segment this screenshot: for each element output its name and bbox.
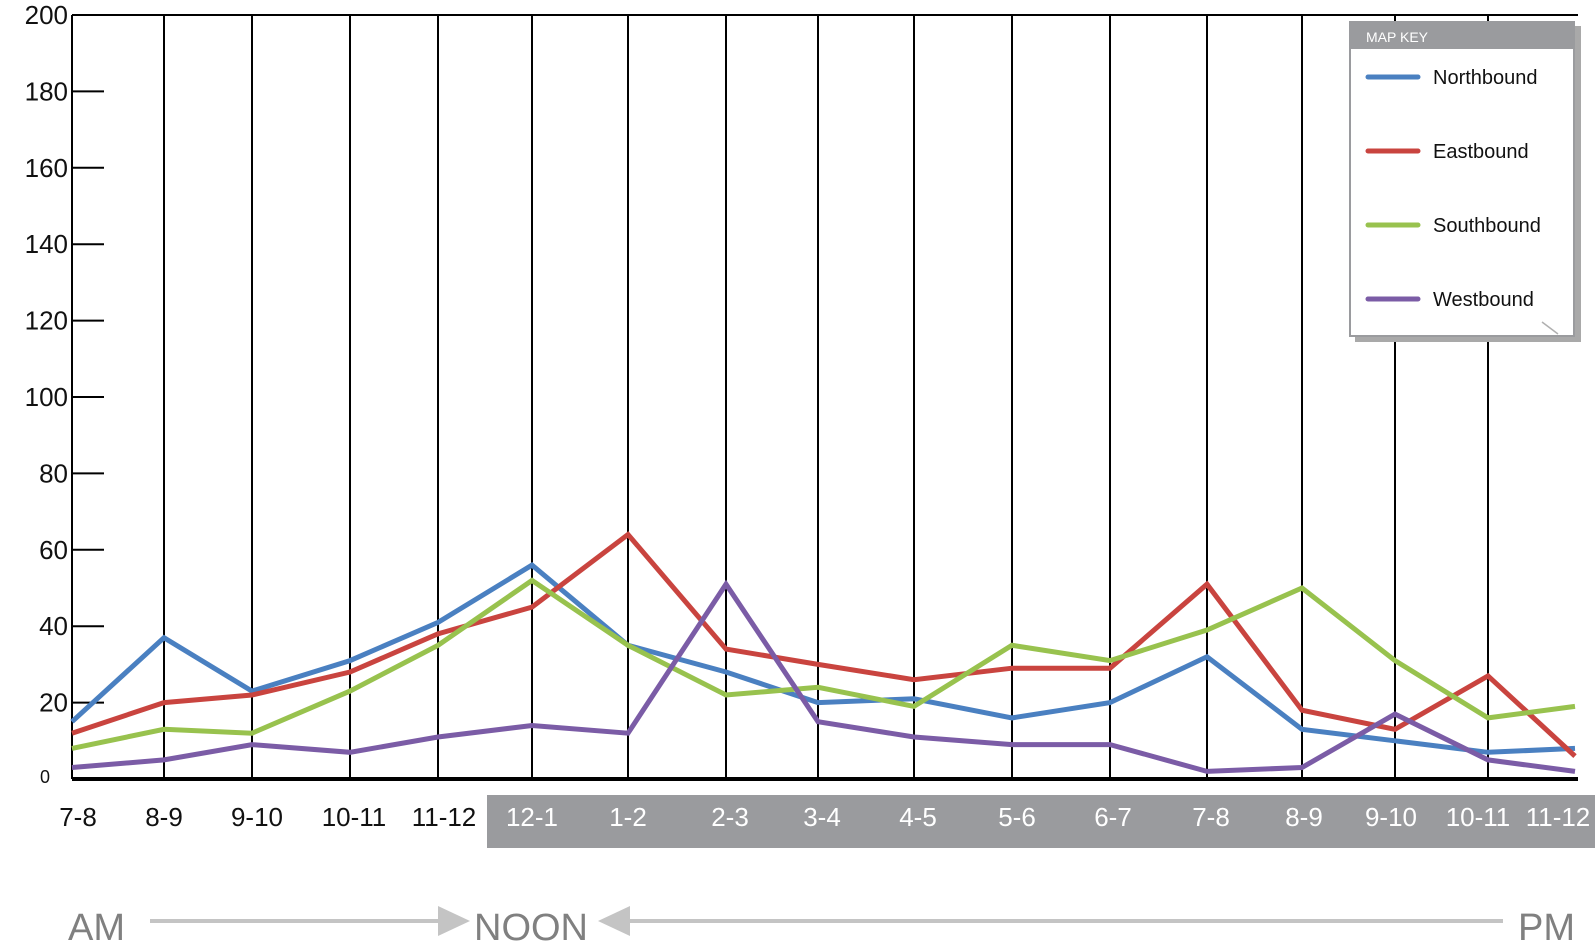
y-tick-label: 20 [39,688,68,718]
series-line-northbound [70,562,1576,755]
pm-label: PM [1518,907,1575,945]
y-tick-label: 80 [39,458,68,488]
am-label: AM [68,907,125,945]
x-tick-label: 10-11 [1446,802,1511,832]
x-tick-label: 1-2 [609,802,647,832]
period-indicator: AM NOON PM [68,906,1575,945]
series-line-eastbound [71,531,1577,758]
pm-band-layer [487,795,1595,848]
x-tick-labels: 7-8 8-9 9-10 10-11 11-12 12-1 1-2 2-3 3-4 4-5 5-6 6… [59,802,1590,832]
x-tick-label: 9-10 [1365,802,1417,832]
legend-title: MAP KEY [1366,29,1429,45]
x-tick-label: 3-4 [803,802,841,832]
x-tick-label: 7-8 [59,802,97,832]
y-tick-label: 200 [25,0,68,30]
legend-items: Northbound Eastbound Southbound Westbound [1365,67,1541,311]
y-tick-label: 40 [39,611,68,641]
series-line-southbound [71,577,1576,751]
x-tick-label: 11-12 [412,802,477,832]
x-tick-label: 8-9 [1285,802,1323,832]
x-tick-label: 12-1 [506,802,558,832]
legend-label-northbound: Northbound [1433,67,1538,89]
y-tick-label: 160 [25,153,68,183]
legend-label-westbound: Westbound [1433,289,1534,311]
y-tick-label: 180 [25,76,68,106]
legend-box [1349,21,1575,337]
y-tick-label: 60 [39,535,68,565]
x-tick-label: 6-7 [1094,802,1132,832]
y-tick-label: 0 [40,767,50,787]
x-tick-label: 10-11 [322,802,387,832]
am-to-noon-arrow-head [438,906,470,936]
x-tick-label: 2-3 [711,802,749,832]
grid-layer [71,15,1489,779]
legend: MAP KEY Northbound Eastbound Southbound Wes… [1349,21,1581,342]
x-tick-label: 7-8 [1192,802,1230,832]
series-layer [70,531,1577,774]
series-line-westbound [71,579,1576,774]
x-tick-label: 4-5 [899,802,937,832]
legend-label-eastbound: Eastbound [1433,141,1529,163]
x-tick-label: 8-9 [145,802,183,832]
legend-header [1349,23,1573,49]
y-tick-label: 140 [25,229,68,259]
legend-resize-grip [1541,321,1559,335]
x-tick-label: 5-6 [998,802,1036,832]
y-tick-label: 120 [25,306,68,336]
pm-to-noon-arrow-head [598,906,630,936]
pm-hours-band [487,795,1595,848]
legend-label-southbound: Southbound [1433,215,1541,237]
x-tick-label: 9-10 [231,802,283,832]
y-tick-label: 100 [25,382,68,412]
x-tick-label: 11-12 [1526,802,1591,832]
noon-label: NOON [474,907,588,945]
